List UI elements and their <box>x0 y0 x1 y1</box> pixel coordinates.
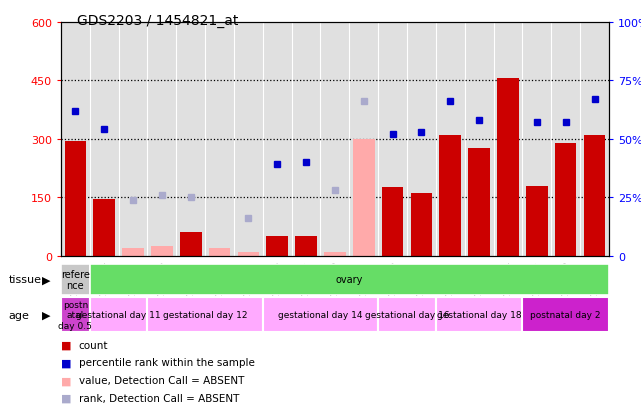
Text: postnatal day 2: postnatal day 2 <box>531 311 601 319</box>
Bar <box>147 297 263 332</box>
Bar <box>382 188 403 256</box>
Bar <box>122 248 144 256</box>
Bar <box>497 79 519 256</box>
Bar <box>90 297 147 332</box>
Bar <box>296 237 317 256</box>
Text: tissue: tissue <box>8 275 41 285</box>
Text: ■: ■ <box>61 393 71 403</box>
Text: gestational day 11: gestational day 11 <box>76 311 161 319</box>
Bar <box>180 233 201 256</box>
Bar <box>378 297 436 332</box>
Bar <box>411 194 432 256</box>
Text: age: age <box>8 310 29 320</box>
Bar <box>353 140 374 256</box>
Bar <box>324 252 345 256</box>
Text: value, Detection Call = ABSENT: value, Detection Call = ABSENT <box>79 375 244 385</box>
Bar <box>436 297 522 332</box>
Text: ■: ■ <box>61 375 71 385</box>
Text: gestational day 18: gestational day 18 <box>437 311 522 319</box>
Bar <box>469 149 490 256</box>
Bar <box>61 264 90 295</box>
Text: percentile rank within the sample: percentile rank within the sample <box>79 358 254 368</box>
Bar <box>151 246 172 256</box>
Text: ovary: ovary <box>336 275 363 285</box>
Text: ■: ■ <box>61 340 71 350</box>
Text: ▶: ▶ <box>42 310 51 320</box>
Bar <box>522 297 609 332</box>
Bar <box>526 186 547 256</box>
Text: gestational day 14: gestational day 14 <box>278 311 363 319</box>
Text: gestational day 16: gestational day 16 <box>365 311 449 319</box>
Bar <box>440 135 461 256</box>
Bar <box>263 297 378 332</box>
Bar <box>61 297 90 332</box>
Text: count: count <box>79 340 108 350</box>
Text: postn
atal
day 0.5: postn atal day 0.5 <box>58 300 92 330</box>
Bar <box>555 143 576 256</box>
Text: GDS2203 / 1454821_at: GDS2203 / 1454821_at <box>77 14 238 28</box>
Text: refere
nce: refere nce <box>61 269 90 291</box>
Bar <box>94 199 115 256</box>
Bar <box>584 135 605 256</box>
Bar <box>238 252 259 256</box>
Bar <box>209 248 230 256</box>
Text: ▶: ▶ <box>42 275 51 285</box>
Text: ■: ■ <box>61 358 71 368</box>
Bar <box>267 237 288 256</box>
Text: rank, Detection Call = ABSENT: rank, Detection Call = ABSENT <box>79 393 239 403</box>
Text: gestational day 12: gestational day 12 <box>163 311 247 319</box>
Bar <box>65 141 86 256</box>
